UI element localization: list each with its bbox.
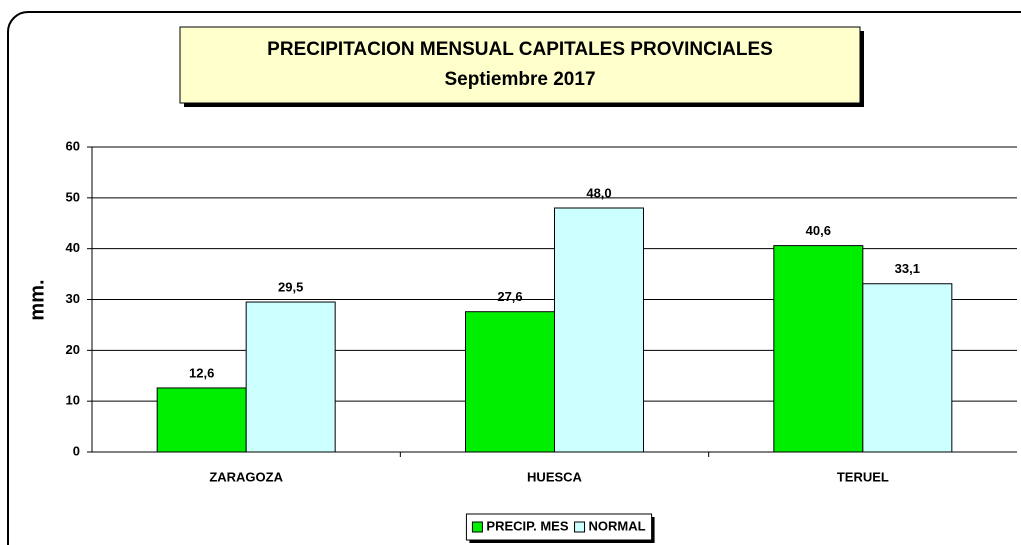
bar — [245, 301, 336, 453]
value-label: 29,5 — [278, 279, 303, 294]
y-tick-label: 40 — [66, 240, 80, 255]
y-tick-label: 10 — [66, 393, 80, 408]
y-tick-label: 30 — [66, 291, 80, 306]
chart-title: PRECIPITACION MENSUAL CAPITALES PROVINCI… — [267, 39, 773, 60]
value-label: 40,6 — [806, 223, 831, 238]
y-tick-label: 60 — [66, 138, 80, 153]
y-tick-label: 50 — [66, 189, 80, 204]
value-label: 33,1 — [895, 261, 920, 276]
bar — [156, 387, 247, 453]
y-axis-label: mm. — [26, 279, 48, 320]
title-box — [179, 26, 861, 104]
x-tick-label: ZARAGOZA — [209, 469, 283, 484]
bar — [773, 245, 864, 453]
x-tick-label: HUESCA — [527, 469, 583, 484]
bar — [862, 283, 953, 453]
legend-label: PRECIP. MES — [486, 518, 568, 533]
legend-box — [465, 513, 653, 541]
x-tick-label: TERUEL — [837, 469, 889, 484]
bar — [554, 207, 644, 453]
y-tick-label: 0 — [73, 443, 80, 458]
legend-swatch — [574, 521, 586, 533]
chart-subtitle: Septiembre 2017 — [444, 69, 595, 90]
y-tick-label: 20 — [66, 342, 80, 357]
value-label: 12,6 — [189, 365, 214, 380]
legend-label: NORMAL — [589, 518, 646, 533]
value-label: 27,6 — [497, 289, 522, 304]
bar — [465, 311, 555, 453]
legend-swatch — [471, 521, 483, 533]
value-label: 48,0 — [586, 185, 611, 200]
